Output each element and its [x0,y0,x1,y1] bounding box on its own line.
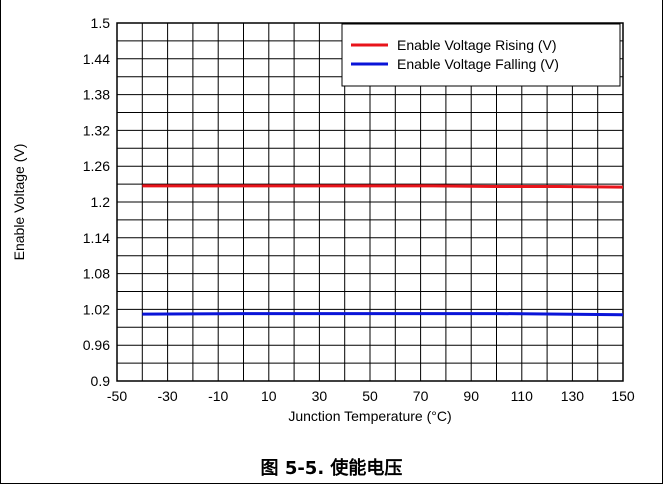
plot-border [116,22,624,382]
x-tick-label: 70 [413,388,429,404]
x-tick-label: 150 [611,388,635,404]
y-tick-label: 0.9 [91,373,111,389]
x-tick-label: 110 [511,388,534,404]
y-tick-label: 1.14 [83,230,110,246]
y-tick-label: 1.32 [83,122,110,138]
y-tick-label: 1.02 [83,301,110,317]
legend-label-1: Enable Voltage Rising (V) [397,37,557,53]
y-tick-label: 1.38 [83,87,110,103]
x-axis-title: Junction Temperature (°C) [288,408,451,424]
x-tick-label: 30 [312,388,328,404]
y-tick-label: 1.44 [83,51,110,67]
y-tick-label: 1.26 [83,158,110,174]
series-line-1 [142,184,624,189]
x-tick-label: 130 [561,388,585,404]
legend-label-2: Enable Voltage Falling (V) [397,56,559,72]
y-tick-label: 1.5 [91,15,111,31]
x-tick-label: -10 [208,388,228,404]
y-tick-label: 0.96 [83,337,110,353]
y-tick-label: 1.08 [83,266,110,282]
y-axis-title: Enable Voltage (V) [11,144,27,261]
x-tick-label: -30 [157,388,177,404]
figure-caption: 图 5-5. 使能电压 [260,458,403,479]
y-tick-label: 1.2 [91,194,111,210]
legend-box [341,23,621,87]
x-tick-label: 90 [463,388,479,404]
series-line-2 [142,312,624,317]
x-tick-label: 50 [362,388,378,404]
x-tick-label: 10 [261,388,277,404]
x-tick-label: -50 [107,388,127,404]
